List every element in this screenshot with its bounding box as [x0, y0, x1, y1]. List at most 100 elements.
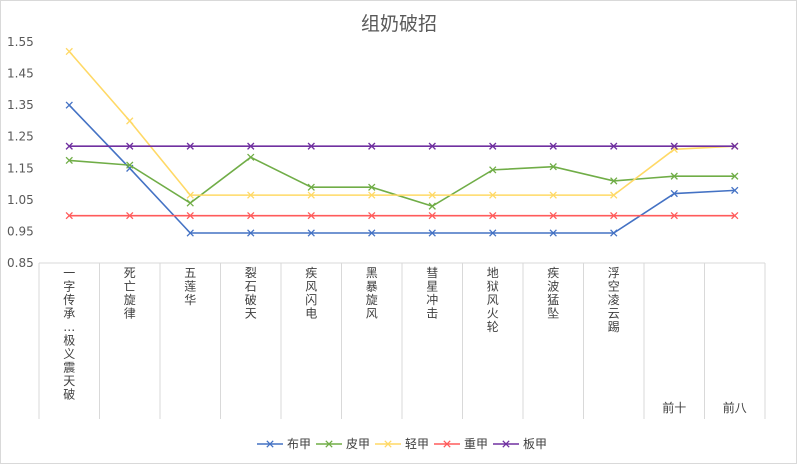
legend-label: 重甲: [464, 437, 488, 451]
series-0: [65, 101, 739, 237]
data-point: [65, 101, 73, 109]
data-point: [186, 142, 194, 150]
x-tick-label: 彗星冲击: [426, 266, 438, 321]
data-point: [368, 211, 376, 220]
y-tick-label: 1.45: [7, 67, 34, 81]
legend-marker: [266, 440, 274, 448]
y-tick-label: 1.15: [7, 161, 34, 175]
legend-label: 皮甲: [346, 437, 370, 451]
data-point: [731, 211, 739, 220]
data-point: [428, 202, 436, 210]
data-point: [126, 117, 134, 125]
data-point: [368, 229, 376, 237]
series-line: [68, 50, 735, 196]
data-point: [126, 161, 134, 169]
data-point: [368, 142, 376, 150]
legend-marker: [325, 440, 333, 448]
y-tick-label: 1.55: [7, 35, 34, 49]
data-point: [65, 156, 73, 165]
data-point: [307, 211, 315, 220]
data-point: [670, 145, 678, 154]
data-point: [489, 191, 497, 199]
data-point: [368, 183, 376, 191]
legend-item[interactable]: 布甲: [257, 437, 311, 451]
data-point: [247, 142, 255, 150]
y-tick-label: 1.25: [7, 130, 34, 144]
series-line: [68, 104, 735, 234]
y-tick-label: 1.35: [7, 98, 34, 112]
data-point: [126, 211, 134, 220]
data-point: [610, 191, 618, 199]
legend-item[interactable]: 重甲: [434, 437, 488, 451]
series-4: [65, 142, 739, 150]
data-point: [428, 229, 436, 237]
data-point: [368, 191, 376, 199]
x-tick-label: 疾波猛坠: [547, 265, 559, 321]
data-point: [428, 191, 436, 199]
data-point: [489, 229, 497, 237]
data-point: [307, 191, 315, 199]
series-1: [65, 153, 739, 210]
data-point: [247, 211, 255, 220]
data-point: [126, 142, 134, 150]
x-tick-label: 黑暴旋风: [366, 266, 378, 321]
data-point: [186, 191, 194, 199]
legend-marker: [443, 440, 451, 448]
data-point: [65, 211, 73, 220]
y-axis: 1.55 1.45 1.35 1.25 1.15 1.05 0.95 0.85: [7, 35, 34, 270]
data-point: [731, 172, 739, 180]
data-point: [549, 229, 557, 237]
series-2: [65, 47, 739, 199]
data-point: [247, 153, 255, 161]
data-point: [610, 177, 618, 185]
legend-item[interactable]: 轻甲: [375, 437, 429, 451]
data-point: [549, 191, 557, 199]
data-point: [186, 199, 194, 207]
legend-item[interactable]: 皮甲: [316, 437, 370, 451]
x-axis: 一字传承…极义震天破 死亡旋律 五莲华 裂石破天 疾风闪电 黑暴旋风 彗星冲击 地狱风火轮 疾波…: [38, 262, 766, 419]
y-tick-label: 0.95: [7, 224, 34, 238]
legend-marker: [384, 440, 392, 448]
data-point: [307, 142, 315, 150]
data-point: [489, 166, 497, 174]
legend-marker: [502, 440, 510, 448]
data-point: [428, 211, 436, 220]
data-point: [247, 229, 255, 237]
y-tick-label: 0.85: [7, 256, 34, 270]
data-point: [610, 211, 618, 220]
data-point: [670, 189, 678, 198]
x-tick-label: 前八: [723, 400, 747, 415]
x-tick-label: 裂石破天: [245, 266, 257, 321]
legend: 布甲 皮甲 轻甲 重甲 板甲: [257, 437, 547, 451]
data-point: [670, 172, 678, 180]
y-tick-label: 1.05: [7, 193, 34, 207]
legend-label: 板甲: [523, 437, 547, 451]
chart-title: 组奶破招: [361, 13, 437, 35]
x-tick-label: 一字传承…极义震天破: [63, 266, 75, 402]
data-point: [186, 229, 194, 237]
x-tick-label: 前十: [662, 400, 686, 415]
data-point: [489, 211, 497, 220]
data-point: [610, 229, 618, 237]
data-point: [307, 183, 315, 191]
data-point: [549, 142, 557, 150]
series-line: [69, 156, 735, 208]
series-group: [65, 47, 739, 237]
x-tick-label: 地狱风火轮: [487, 266, 499, 334]
data-point: [65, 47, 73, 56]
data-point: [428, 142, 436, 150]
data-point: [549, 211, 557, 220]
legend-label: 轻甲: [405, 437, 429, 451]
data-point: [670, 211, 678, 220]
x-tick-label: 疾风闪电: [305, 265, 317, 321]
data-point: [549, 163, 557, 171]
legend-label: 布甲: [287, 437, 311, 451]
x-tick-label: 死亡旋律: [124, 266, 136, 321]
legend-item[interactable]: 板甲: [493, 437, 547, 451]
data-point: [65, 142, 73, 150]
data-point: [307, 229, 315, 237]
x-tick-label: 五莲华: [184, 266, 196, 307]
data-point: [670, 142, 678, 150]
